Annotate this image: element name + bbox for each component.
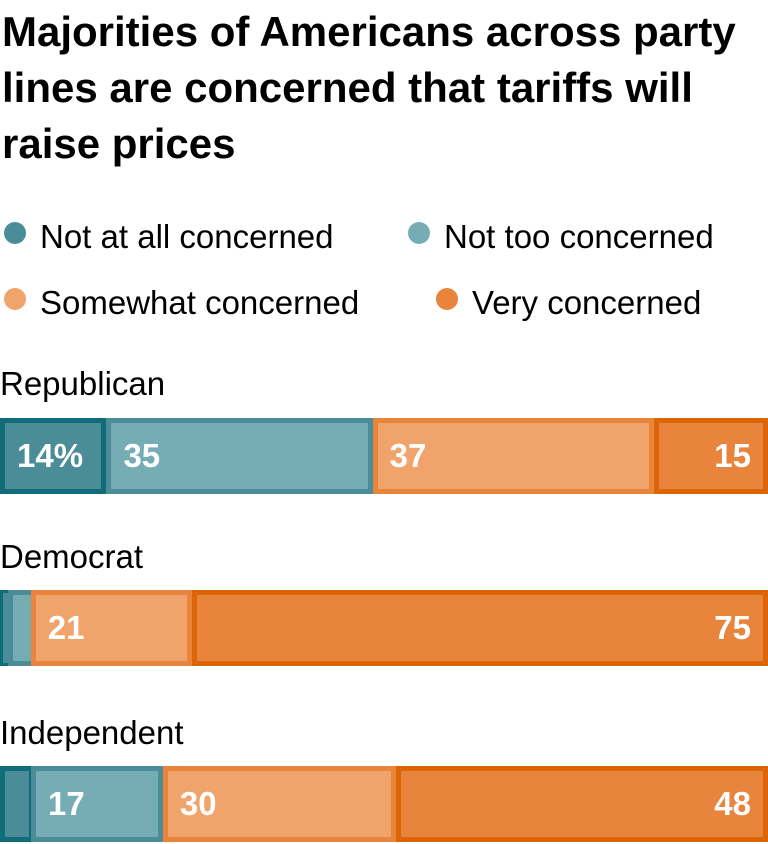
data-label: 37 (389, 437, 427, 474)
legend-item-very: Very concerned (436, 284, 701, 322)
legend-dot-icon (4, 222, 26, 244)
legend-item-not-at-all: Not at all concerned (4, 218, 334, 256)
data-label: 30 (179, 785, 217, 822)
data-label: 21 (47, 609, 85, 646)
legend-dot-icon (408, 222, 430, 244)
category-label-independent: Independent (0, 714, 184, 751)
chart-title: Majorities of Americans across party lin… (2, 8, 736, 167)
bar-segment-not-too-concerned: 17 (31, 766, 163, 842)
legend-label: Not too concerned (444, 218, 714, 255)
data-label: 48 (714, 785, 751, 822)
data-label: 15 (714, 437, 751, 474)
bar-republican: 14% 35 37 15 (0, 418, 768, 494)
data-label: 17 (48, 785, 85, 822)
bar-segment-somewhat-concerned: 30 (162, 766, 396, 842)
legend-label: Very concerned (472, 284, 702, 321)
legend-item-somewhat: Somewhat concerned (4, 284, 359, 322)
category-label-democrat: Democrat (0, 538, 144, 575)
bar-segment-somewhat-concerned: 21 (30, 590, 192, 666)
bar-segment-very-concerned: 15 (653, 418, 768, 494)
data-label: 14% (17, 437, 84, 474)
bar-democrat: 21 75 (0, 590, 768, 666)
bar-independent: 17 30 48 (0, 766, 768, 842)
bar-segment-not-too-concerned: 35 (106, 418, 373, 494)
legend-dot-icon (4, 288, 26, 310)
data-label: 35 (123, 437, 161, 474)
category-label-republican: Republican (0, 365, 166, 402)
legend-label: Somewhat concerned (40, 284, 360, 321)
bar-segment-not-at-all-concerned (0, 766, 34, 842)
bar-segment-very-concerned: 48 (395, 766, 768, 842)
legend-label: Not at all concerned (40, 218, 334, 255)
bar-segment-not-at-all-concerned: 14% (0, 418, 107, 494)
legend-dot-icon (436, 288, 458, 310)
bar-segment-somewhat-concerned: 37 (372, 418, 654, 494)
data-label: 75 (714, 609, 751, 646)
legend-item-not-too: Not too concerned (408, 218, 714, 256)
bar-segment-very-concerned: 75 (192, 590, 768, 666)
